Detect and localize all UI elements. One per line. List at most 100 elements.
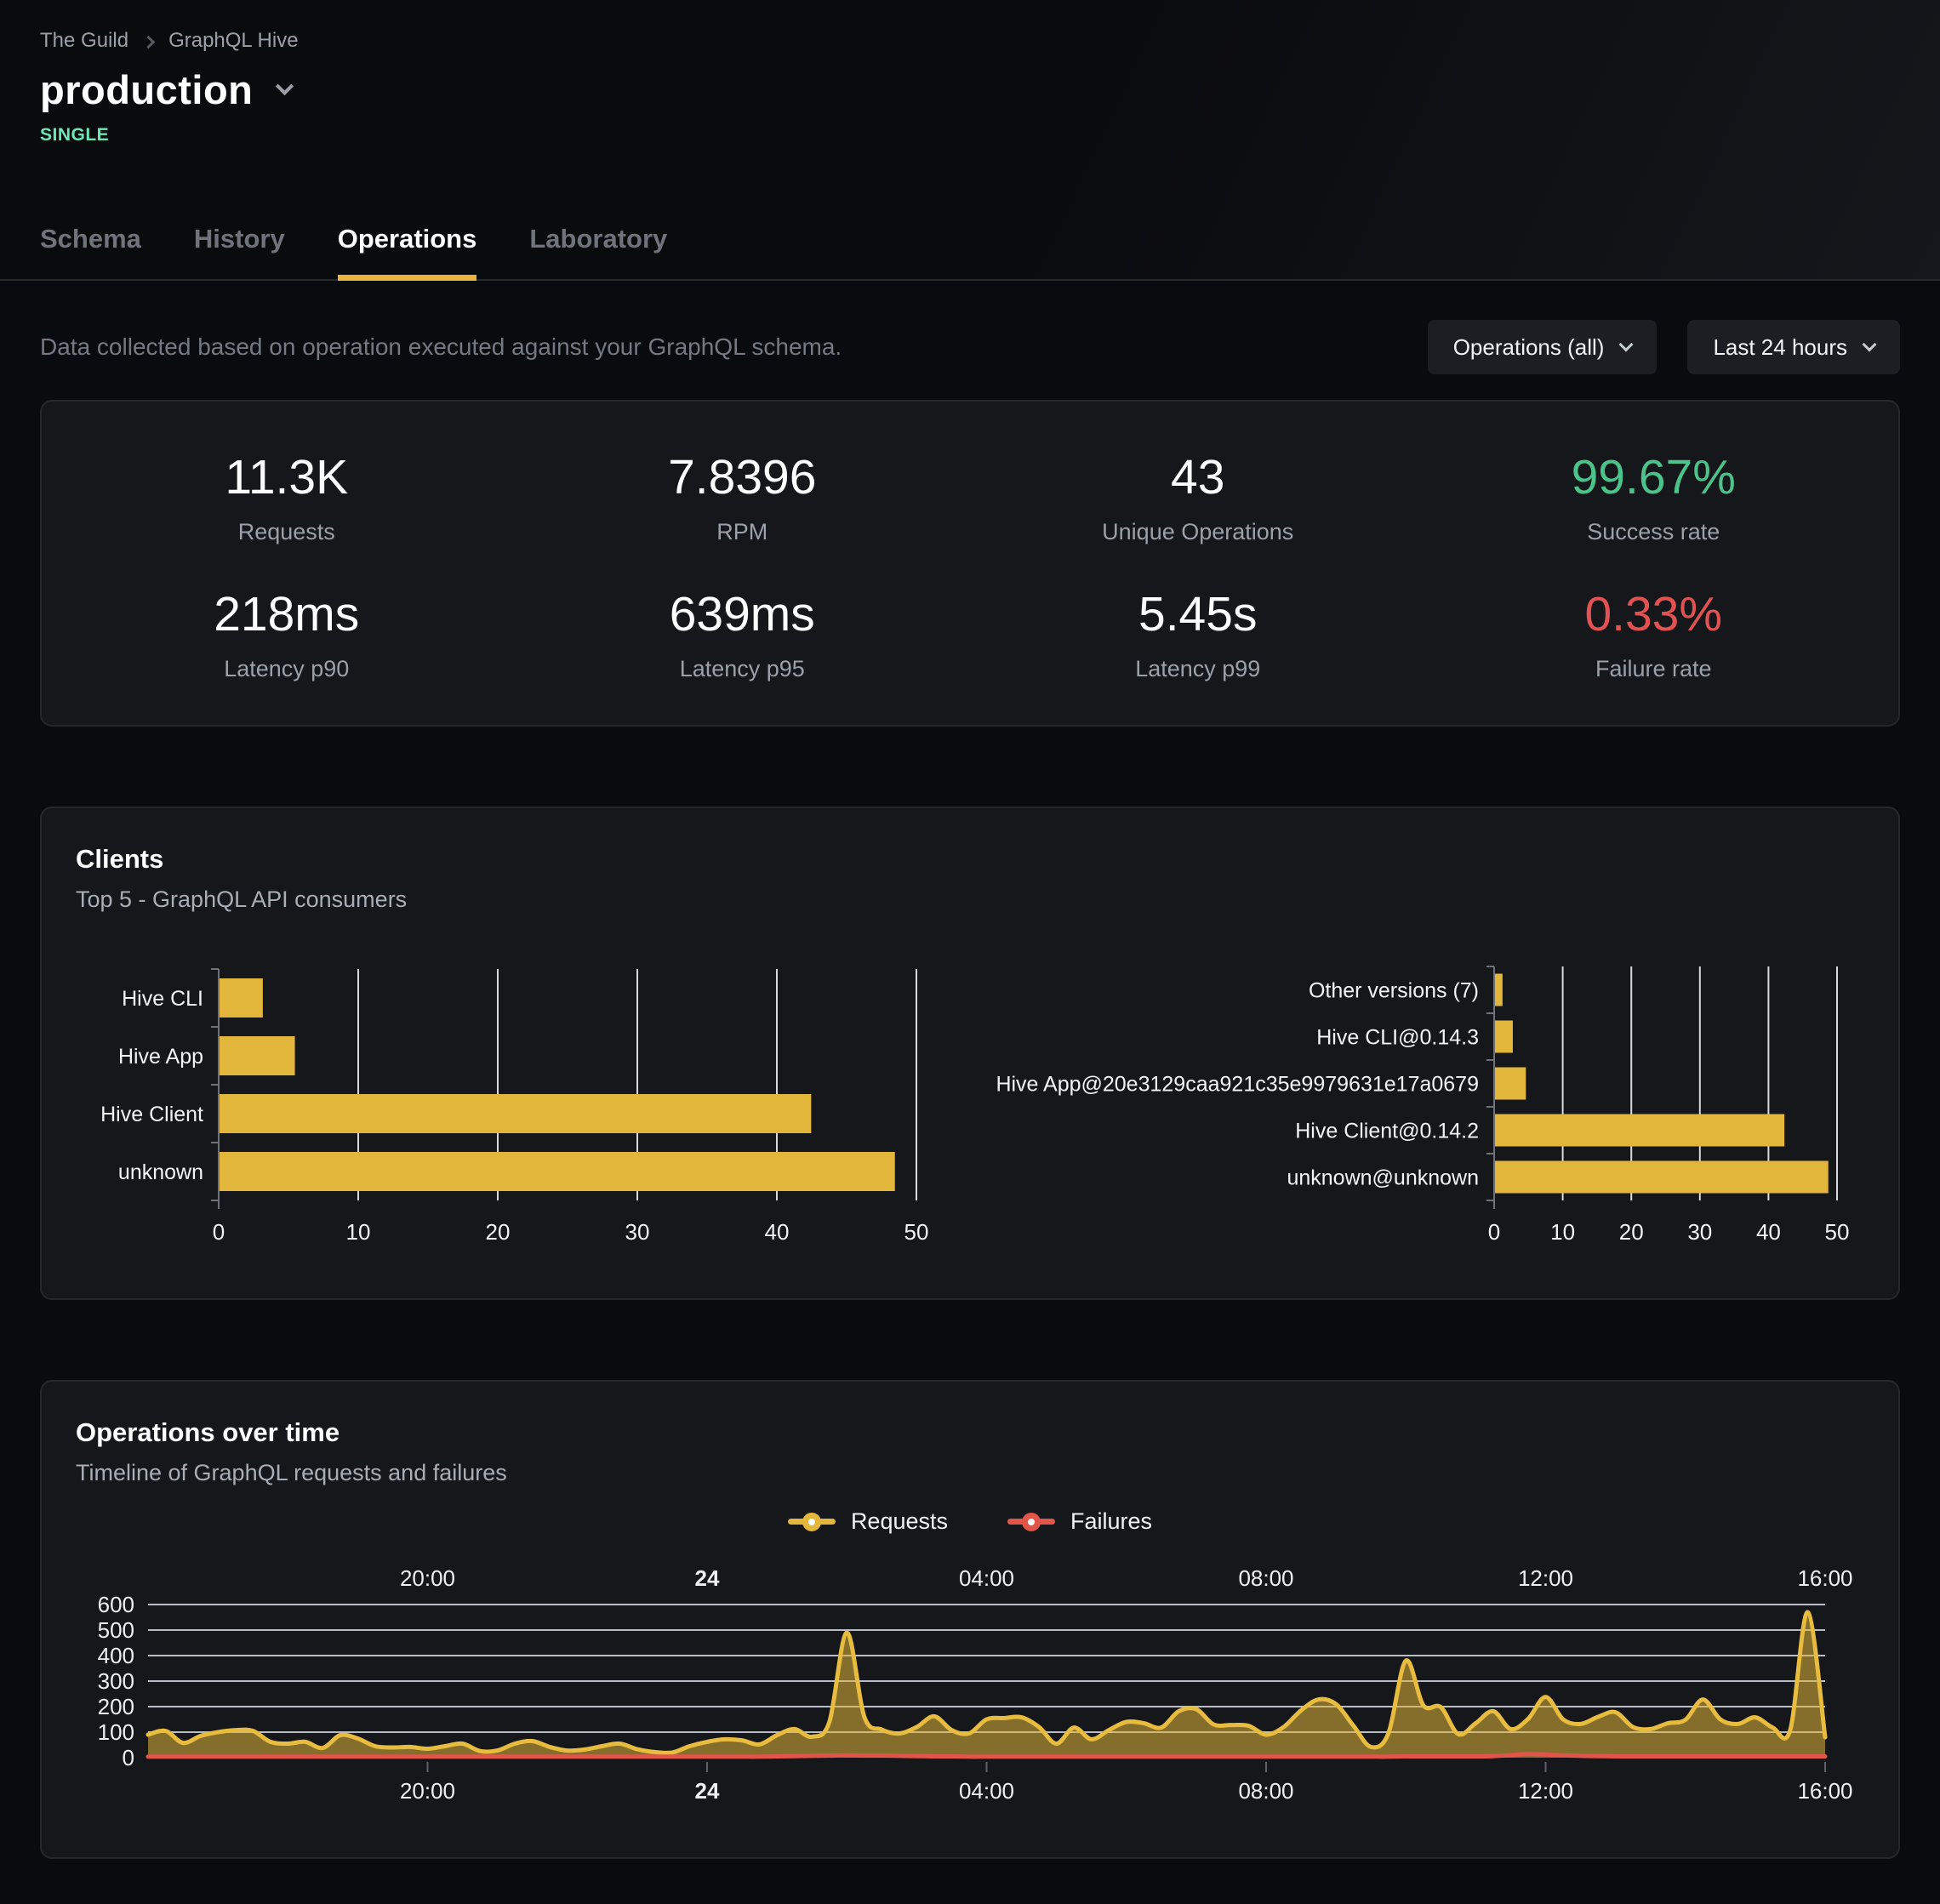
operations-over-time-card: Operations over time Timeline of GraphQL… — [40, 1380, 1900, 1859]
tab-schema[interactable]: Schema — [40, 224, 141, 254]
stat-rpm: 7.8396 RPM — [515, 449, 971, 545]
stat-value: 0.33% — [1584, 587, 1723, 641]
y-tick-label: 400 — [98, 1643, 134, 1668]
stats-card: 11.3K Requests 7.8396 RPM 43 Unique Oper… — [40, 400, 1900, 727]
breadcrumb: The Guild GraphQL Hive — [40, 29, 1900, 53]
stat-value: 639ms — [669, 587, 815, 641]
main-content: Data collected based on operation execut… — [0, 320, 1940, 1859]
top-x-tick-label: 20:00 — [400, 1565, 455, 1591]
x-tick-label: 40 — [765, 1219, 790, 1245]
stat-label: Latency p99 — [1135, 656, 1261, 681]
bar-category-label: Hive App@20e3129caa921c35e9979631e17a067… — [996, 1073, 1479, 1097]
page-title: production — [40, 67, 254, 112]
stat-label: Failure rate — [1595, 656, 1712, 681]
breadcrumb-project-link[interactable]: GraphQL Hive — [168, 29, 299, 52]
timeline-legend: Requests Failures — [76, 1508, 1864, 1535]
bar-category-label: Hive Client@0.14.2 — [1295, 1120, 1479, 1143]
clients-by-version-chart: Other versions (7) Hive CLI@0.14.3 Hive Ap… — [996, 966, 1849, 1245]
stat-label: Requests — [237, 519, 335, 544]
filters-row: Data collected based on operation execut… — [40, 320, 1900, 374]
operations-filter-dropdown[interactable]: Operations (all) — [1427, 320, 1658, 374]
x-tick-label: 40 — [1756, 1219, 1781, 1245]
requests-line[interactable] — [146, 1610, 1828, 1755]
x-tick-label: 30 — [625, 1219, 650, 1245]
top-x-tick-label: 08:00 — [1238, 1565, 1293, 1591]
top-x-tick-label: 24 — [695, 1565, 720, 1591]
stat-unique-operations: 43 Unique Operations — [970, 449, 1426, 545]
bar[interactable] — [1495, 1067, 1526, 1100]
bar[interactable] — [220, 1094, 812, 1133]
period-filter-dropdown[interactable]: Last 24 hours — [1687, 320, 1900, 374]
bottom-x-tick-label: 04:00 — [959, 1778, 1014, 1804]
tab-operations[interactable]: Operations — [337, 224, 477, 281]
requests-area[interactable] — [148, 1611, 1825, 1758]
y-tick-label: 0 — [123, 1745, 134, 1770]
page-header: The Guild GraphQL Hive production SINGLE… — [0, 0, 1940, 281]
target-selector[interactable]: production — [40, 66, 294, 113]
bar[interactable] — [220, 1152, 895, 1191]
failures-legend-marker-icon — [1007, 1512, 1056, 1531]
timeline-chart-wrap: 0 100 200 300 400 500 600 20:00 20:00 24 24 04:00 04… — [76, 1555, 1864, 1815]
chevron-down-icon — [1862, 337, 1877, 352]
legend-item-failures[interactable]: Failures — [1007, 1508, 1152, 1535]
bottom-x-tick-label: 24 — [695, 1778, 720, 1804]
operations-title: Operations over time — [76, 1417, 340, 1447]
bar[interactable] — [220, 1036, 295, 1075]
bar[interactable] — [220, 978, 263, 1018]
x-tick-label: 20 — [486, 1219, 511, 1245]
breadcrumb-org-link[interactable]: The Guild — [40, 29, 129, 52]
legend-item-requests[interactable]: Requests — [787, 1508, 949, 1535]
operations-subtitle: Timeline of GraphQL requests and failure… — [76, 1460, 507, 1485]
stat-requests: 11.3K Requests — [59, 449, 515, 545]
stat-value: 7.8396 — [668, 450, 817, 505]
bottom-x-tick-label: 16:00 — [1797, 1778, 1852, 1804]
bar[interactable] — [1495, 973, 1503, 1006]
stat-label: Unique Operations — [1102, 519, 1294, 544]
legend-label: Failures — [1070, 1508, 1153, 1534]
x-tick-label: 30 — [1687, 1219, 1712, 1245]
x-tick-label: 10 — [1550, 1219, 1575, 1245]
stat-latency-p95: 639ms Latency p95 — [515, 586, 971, 682]
chevron-down-icon — [1618, 337, 1634, 352]
clients-subtitle: Top 5 - GraphQL API consumers — [76, 886, 408, 912]
y-tick-label: 300 — [98, 1668, 134, 1694]
y-tick-label: 500 — [98, 1617, 134, 1643]
bar-category-label: unknown@unknown — [1287, 1166, 1479, 1190]
bottom-x-tick-label: 08:00 — [1238, 1778, 1293, 1804]
stat-value: 5.45s — [1138, 587, 1258, 641]
bar-category-label: Hive CLI — [122, 987, 203, 1011]
stat-label: Latency p90 — [224, 656, 350, 681]
x-tick-label: 0 — [213, 1219, 225, 1245]
x-tick-label: 0 — [1488, 1219, 1500, 1245]
target-mode-badge: SINGLE — [40, 125, 110, 145]
stat-label: Latency p95 — [679, 656, 805, 681]
legend-label: Requests — [850, 1508, 949, 1534]
top-x-tick-label: 16:00 — [1797, 1565, 1852, 1591]
chevron-down-icon — [276, 77, 294, 96]
bar-category-label: unknown — [118, 1160, 203, 1184]
period-filter-label: Last 24 hours — [1713, 333, 1847, 360]
clients-title: Clients — [76, 844, 164, 874]
failures-line[interactable] — [146, 1752, 1828, 1759]
tab-history[interactable]: History — [193, 224, 285, 254]
clients-charts-row: Hive CLI Hive App Hive Client unknown 0 10 20 3… — [76, 962, 1864, 1256]
stat-label: RPM — [716, 519, 768, 544]
y-tick-label: 100 — [98, 1719, 134, 1745]
stat-latency-p90: 218ms Latency p90 — [59, 586, 515, 682]
bar[interactable] — [1495, 1160, 1829, 1194]
bar-category-label: Other versions (7) — [1309, 979, 1479, 1003]
bar[interactable] — [1495, 1020, 1513, 1053]
clients-card: Clients Top 5 - GraphQL API consumers Hi… — [40, 807, 1900, 1300]
bottom-x-tick-label: 12:00 — [1518, 1778, 1573, 1804]
stat-label: Success rate — [1587, 519, 1720, 544]
bar[interactable] — [1495, 1114, 1785, 1147]
stat-value: 218ms — [214, 587, 360, 641]
filter-buttons: Operations (all) Last 24 hours — [1427, 320, 1900, 374]
clients-by-name-chart: Hive CLI Hive App Hive Client unknown 0 10 20 3… — [100, 968, 928, 1245]
chevron-right-icon — [141, 35, 156, 48]
top-x-tick-label: 04:00 — [959, 1565, 1014, 1591]
tab-laboratory[interactable]: Laboratory — [529, 224, 668, 254]
bottom-x-tick-label: 20:00 — [400, 1778, 455, 1804]
bar-category-label: Hive Client — [100, 1103, 203, 1126]
